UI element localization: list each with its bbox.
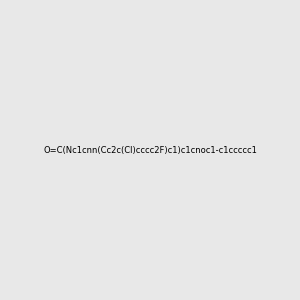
Text: O=C(Nc1cnn(Cc2c(Cl)cccc2F)c1)c1cnoc1-c1ccccc1: O=C(Nc1cnn(Cc2c(Cl)cccc2F)c1)c1cnoc1-c1c… (43, 146, 257, 154)
